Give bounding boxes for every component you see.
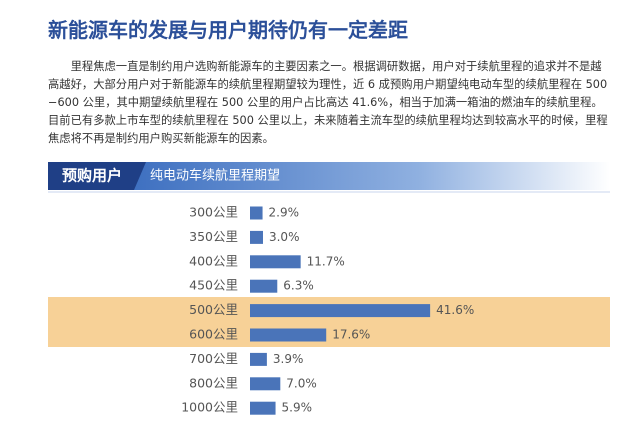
bar [250, 328, 327, 342]
value-label: 11.7% [307, 254, 345, 268]
category-label: 500公里 [189, 302, 238, 317]
value-label: 3.9% [273, 352, 304, 366]
banner-bg [130, 162, 610, 190]
bar [250, 401, 276, 415]
bar [250, 230, 263, 244]
value-label: 3.0% [269, 230, 300, 244]
category-label: 1000公里 [181, 400, 238, 415]
value-label: 6.3% [283, 279, 314, 293]
value-label: 5.9% [282, 401, 313, 415]
bar [250, 255, 301, 269]
value-label: 7.0% [286, 376, 317, 390]
bar [250, 304, 431, 318]
bar [250, 206, 263, 220]
value-label: 17.6% [332, 328, 370, 342]
paragraph: 里程焦虑一直是制约用户选购新能源车的主要因素之一。根据调研数据，用户对于续航里程… [48, 60, 608, 145]
value-label: 41.6% [436, 303, 474, 317]
value-label: 2.9% [269, 206, 300, 220]
category-label: 350公里 [189, 229, 238, 244]
category-label: 450公里 [189, 278, 238, 293]
category-label: 300公里 [189, 205, 238, 220]
title: 新能源车的发展与用户期待仍有一定差距 [48, 18, 408, 42]
category-label: 600公里 [189, 327, 238, 342]
bar [250, 279, 278, 293]
category-label: 700公里 [189, 351, 238, 366]
bar [250, 377, 281, 391]
banner-tag [48, 162, 146, 190]
category-label: 800公里 [189, 375, 238, 390]
banner-subtitle: 纯电动车续航里程期望 [150, 168, 280, 184]
bar [250, 352, 267, 366]
banner-label: 预购用户 [62, 167, 122, 185]
category-label: 400公里 [189, 253, 238, 268]
